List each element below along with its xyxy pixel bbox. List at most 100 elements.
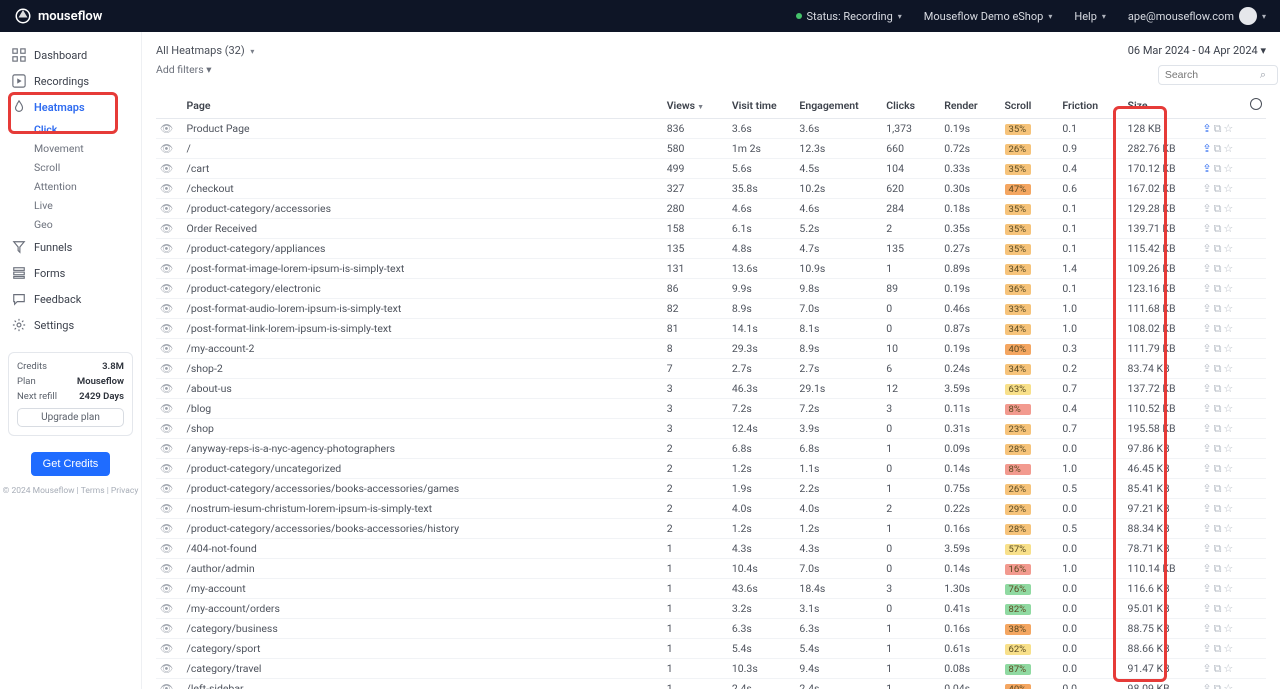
upgrade-plan-button[interactable]: Upgrade plan [17,408,124,427]
preview-eye-icon[interactable]: 👁 [156,239,183,259]
breadcrumb[interactable]: All Heatmaps (32) ▾ [156,44,254,57]
preview-eye-icon[interactable]: 👁 [156,539,183,559]
open-icon[interactable]: ⧉ [1214,422,1224,435]
table-row[interactable]: 👁/category/business16.3s6.3s10.16s38%0.0… [156,619,1266,639]
table-row[interactable]: 👁/product-category/accessories/books-acc… [156,479,1266,499]
project-dropdown[interactable]: Mouseflow Demo eShop ▾ [924,10,1053,23]
status-dropdown[interactable]: Status: Recording ▾ [796,10,902,23]
star-icon[interactable]: ☆ [1223,222,1235,235]
preview-eye-icon[interactable]: 👁 [156,139,183,159]
share-icon[interactable]: ⇪ [1202,202,1213,215]
open-icon[interactable]: ⧉ [1214,462,1224,475]
open-icon[interactable]: ⧉ [1214,602,1224,615]
preview-eye-icon[interactable]: 👁 [156,279,183,299]
table-row[interactable]: 👁/about-us346.3s29.1s123.59s63%0.7137.72… [156,379,1266,399]
table-row[interactable]: 👁/post-format-image-lorem-ipsum-is-simpl… [156,259,1266,279]
star-icon[interactable]: ☆ [1223,142,1235,155]
row-actions[interactable]: ⇪⧉☆ [1198,119,1266,139]
star-icon[interactable]: ☆ [1223,362,1235,375]
row-actions[interactable]: ⇪⧉☆ [1198,579,1266,599]
cell-page[interactable]: /product-category/accessories/books-acce… [183,479,663,499]
preview-eye-icon[interactable]: 👁 [156,639,183,659]
col-size[interactable]: Size [1124,93,1199,119]
sidebar-subitem-click[interactable]: Click [34,120,141,139]
sidebar-item-heatmaps[interactable]: Heatmaps [0,94,141,120]
row-actions[interactable]: ⇪⧉☆ [1198,239,1266,259]
col-visit-time[interactable]: Visit time [728,93,796,119]
table-row[interactable]: 👁/left-sidebar12.4s2.4s10.04s40%0.098.09… [156,679,1266,689]
preview-eye-icon[interactable]: 👁 [156,479,183,499]
open-icon[interactable]: ⧉ [1214,302,1224,315]
share-icon[interactable]: ⇪ [1202,522,1213,535]
share-icon[interactable]: ⇪ [1202,262,1213,275]
table-row[interactable]: 👁/post-format-audio-lorem-ipsum-is-simpl… [156,299,1266,319]
share-icon[interactable]: ⇪ [1202,462,1213,475]
row-actions[interactable]: ⇪⧉☆ [1198,679,1266,689]
row-actions[interactable]: ⇪⧉☆ [1198,479,1266,499]
open-icon[interactable]: ⧉ [1214,402,1224,415]
cell-page[interactable]: /my-account/orders [183,599,663,619]
star-icon[interactable]: ☆ [1223,162,1235,175]
share-icon[interactable]: ⇪ [1202,442,1213,455]
cell-page[interactable]: /product-category/appliances [183,239,663,259]
share-icon[interactable]: ⇪ [1202,362,1213,375]
sidebar-subitem-attention[interactable]: Attention [34,177,141,196]
preview-eye-icon[interactable]: 👁 [156,399,183,419]
preview-eye-icon[interactable]: 👁 [156,339,183,359]
open-icon[interactable]: ⧉ [1214,542,1224,555]
star-icon[interactable]: ☆ [1223,202,1235,215]
col-engagement[interactable]: Engagement [795,93,882,119]
share-icon[interactable]: ⇪ [1202,142,1213,155]
open-icon[interactable]: ⧉ [1214,342,1224,355]
preview-eye-icon[interactable]: 👁 [156,439,183,459]
open-icon[interactable]: ⧉ [1214,642,1224,655]
sidebar-subitem-scroll[interactable]: Scroll [34,158,141,177]
row-actions[interactable]: ⇪⧉☆ [1198,439,1266,459]
cell-page[interactable]: Product Page [183,119,663,139]
share-icon[interactable]: ⇪ [1202,162,1213,175]
share-icon[interactable]: ⇪ [1202,482,1213,495]
table-row[interactable]: 👁Product Page8363.6s3.6s1,3730.19s35%0.1… [156,119,1266,139]
table-row[interactable]: 👁/checkout32735.8s10.2s6200.30s47%0.6167… [156,179,1266,199]
preview-eye-icon[interactable]: 👁 [156,559,183,579]
open-icon[interactable]: ⧉ [1214,362,1224,375]
star-icon[interactable]: ☆ [1223,622,1235,635]
preview-eye-icon[interactable]: 👁 [156,519,183,539]
col-views[interactable]: Views▼ [663,93,728,119]
star-icon[interactable]: ☆ [1223,602,1235,615]
open-icon[interactable]: ⧉ [1214,202,1224,215]
star-icon[interactable]: ☆ [1223,342,1235,355]
cell-page[interactable]: /shop-2 [183,359,663,379]
preview-eye-icon[interactable]: 👁 [156,219,183,239]
open-icon[interactable]: ⧉ [1214,502,1224,515]
sidebar-item-funnels[interactable]: Funnels [0,234,141,260]
star-icon[interactable]: ☆ [1223,442,1235,455]
account-dropdown[interactable]: ape@mouseflow.com ▾ [1128,7,1266,25]
preview-eye-icon[interactable]: 👁 [156,259,183,279]
col-scroll[interactable]: Scroll [1001,93,1059,119]
star-icon[interactable]: ☆ [1223,402,1235,415]
refresh-icon[interactable] [1250,98,1262,110]
row-actions[interactable]: ⇪⧉☆ [1198,459,1266,479]
row-actions[interactable]: ⇪⧉☆ [1198,419,1266,439]
cell-page[interactable]: /category/sport [183,639,663,659]
preview-eye-icon[interactable]: 👁 [156,359,183,379]
cell-page[interactable]: /my-account-2 [183,339,663,359]
col-friction[interactable]: Friction [1058,93,1123,119]
preview-eye-icon[interactable]: 👁 [156,459,183,479]
get-credits-button[interactable]: Get Credits [31,452,111,476]
cell-page[interactable]: /blog [183,399,663,419]
share-icon[interactable]: ⇪ [1202,182,1213,195]
share-icon[interactable]: ⇪ [1202,342,1213,355]
add-filters-button[interactable]: Add filters ▾ [156,63,254,76]
preview-eye-icon[interactable]: 👁 [156,659,183,679]
row-actions[interactable]: ⇪⧉☆ [1198,539,1266,559]
open-icon[interactable]: ⧉ [1214,622,1224,635]
row-actions[interactable]: ⇪⧉☆ [1198,639,1266,659]
sidebar-item-dashboard[interactable]: Dashboard [0,42,141,68]
row-actions[interactable]: ⇪⧉☆ [1198,159,1266,179]
star-icon[interactable]: ☆ [1223,502,1235,515]
open-icon[interactable]: ⧉ [1214,162,1224,175]
row-actions[interactable]: ⇪⧉☆ [1198,199,1266,219]
row-actions[interactable]: ⇪⧉☆ [1198,559,1266,579]
